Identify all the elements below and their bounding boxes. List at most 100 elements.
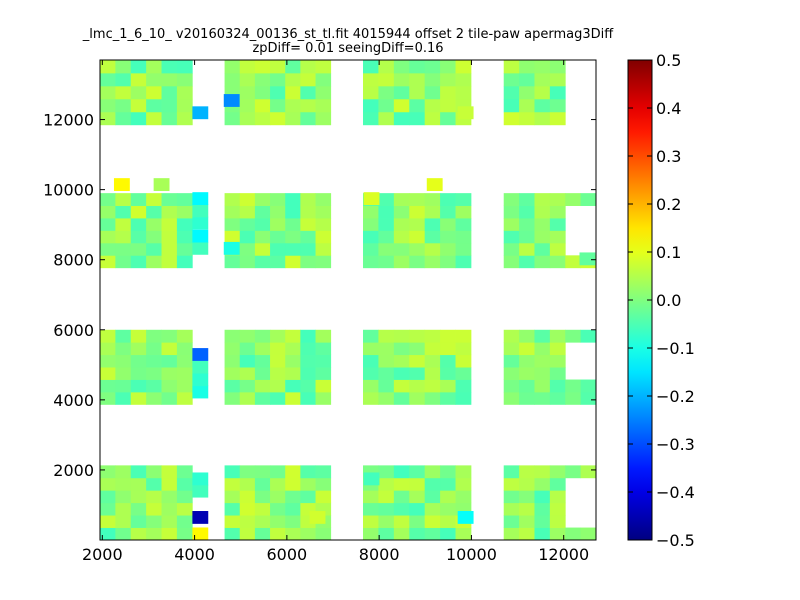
heatmap-cell: [239, 379, 256, 393]
heatmap-cell: [378, 218, 395, 231]
heatmap-cell: [161, 193, 178, 206]
heatmap-cell: [100, 391, 116, 405]
heatmap-cell: [270, 354, 286, 368]
heatmap-cell: [254, 477, 271, 491]
heatmap-cell: [254, 342, 271, 356]
heatmap-cell: [440, 242, 456, 256]
heatmap-cell: [100, 465, 116, 479]
colorbar-tick-label: 0.0: [656, 291, 681, 310]
heatmap-cell: [161, 72, 178, 87]
heatmap-cell: [146, 193, 162, 206]
heatmap-cell: [534, 490, 551, 504]
heatmap-cell: [409, 502, 426, 516]
heatmap-cell: [254, 193, 271, 206]
heatmap-cell: [393, 515, 410, 528]
heatmap-cell: [455, 477, 472, 491]
heatmap-cell: [440, 329, 456, 343]
colorbar-axis: −0.5 −0.4 −0.3 −0.2 −0.1 0.0 0.1 0.2 0.3 0.4 0.5: [628, 51, 695, 550]
heatmap-cell: [378, 465, 395, 479]
heatmap-cell: [549, 242, 566, 256]
heatmap-cell: [285, 490, 301, 504]
colorbar-tick-label: 0.4: [656, 99, 681, 118]
heatmap-cell: [534, 354, 551, 368]
heatmap-cell: [285, 205, 301, 219]
heatmap-cell: [146, 205, 162, 219]
heatmap-cell: [503, 60, 520, 74]
heatmap-cell: [534, 502, 551, 516]
heatmap-cell: [285, 502, 301, 516]
heatmap-cell: [519, 205, 535, 219]
heatmap-cell: [270, 477, 286, 491]
heatmap-cell: [285, 98, 301, 113]
heatmap-cell: [440, 502, 456, 516]
heatmap-cell: [440, 230, 456, 244]
heatmap-cell: [161, 85, 178, 100]
heatmap-cell: [315, 379, 332, 393]
heatmap-cell: [503, 367, 520, 380]
heatmap-cell: [424, 379, 441, 393]
heatmap-cell: [565, 193, 582, 206]
heatmap-cell: [161, 230, 178, 244]
heatmap-cell: [130, 490, 147, 504]
heatmap-cell: [424, 465, 441, 479]
heatmap-cell: [519, 354, 535, 368]
heatmap-cell: [239, 342, 256, 356]
y-tick-label: 2000: [53, 461, 94, 480]
heatmap-cell: [519, 515, 535, 528]
heatmap-cell: [300, 193, 316, 206]
heatmap-cell: [393, 477, 410, 491]
heatmap-cell: [363, 329, 379, 343]
heatmap-cell: [363, 242, 379, 256]
heatmap-cell: [115, 515, 132, 528]
heatmap-cell: [409, 342, 426, 356]
heatmap-cell: [440, 477, 456, 491]
heatmap-cell: [254, 354, 271, 368]
chart-title: _lmc_1_6_10_ v20160324_00136_st_tl.fit 4…: [82, 27, 614, 42]
heatmap-cell: [254, 329, 271, 343]
x-tick-label: 6000: [267, 545, 308, 564]
heatmap-cell: [363, 98, 379, 113]
colorbar-tick-label: −0.2: [656, 387, 695, 406]
heatmap-cell: [270, 465, 286, 479]
heatmap-cell: [378, 367, 395, 380]
heatmap-cell: [409, 379, 426, 393]
heatmap-cell: [534, 379, 551, 393]
heatmap-cell: [224, 490, 241, 504]
heatmap-cell: [176, 527, 193, 540]
heatmap-cell: [115, 527, 132, 540]
heatmap-cell: [176, 502, 193, 516]
heatmap-cell: [146, 111, 162, 126]
heatmap-cell: [176, 98, 193, 113]
heatmap-cell: [224, 502, 241, 516]
heatmap-cell: [363, 72, 379, 87]
heatmap-cell: [270, 218, 286, 231]
heatmap-cell: [239, 72, 256, 87]
heatmap-cell: [315, 490, 332, 504]
heatmap-cell: [424, 205, 441, 219]
heatmap-cell: [239, 329, 256, 343]
heatmap-cell: [393, 490, 410, 504]
heatmap-cell: [534, 477, 551, 491]
heatmap-cell: [519, 72, 535, 87]
colorbar-tick-label: 0.1: [656, 243, 681, 262]
heatmap-cell: [285, 527, 301, 540]
heatmap-cell: [315, 98, 332, 113]
heatmap-cell: [270, 391, 286, 405]
heatmap-cell: [300, 85, 316, 100]
heatmap-cell: [300, 218, 316, 231]
heatmap-cell: [549, 329, 566, 343]
heatmap-cell: [315, 72, 332, 87]
heatmap-cell: [519, 379, 535, 393]
heatmap-cell: [455, 72, 472, 87]
heatmap-cell: [363, 502, 379, 516]
heatmap-cell: [534, 515, 551, 528]
heatmap-cell: [393, 354, 410, 368]
heatmap-cell: [285, 367, 301, 380]
heatmap-cell: [424, 502, 441, 516]
heatmap-cell: [440, 193, 456, 206]
heatmap-cell: [409, 367, 426, 380]
heatmap-cell: [393, 342, 410, 356]
heatmap-cell: [363, 354, 379, 368]
heatmap-cell: [300, 465, 316, 479]
heatmap-cell: [300, 60, 316, 74]
